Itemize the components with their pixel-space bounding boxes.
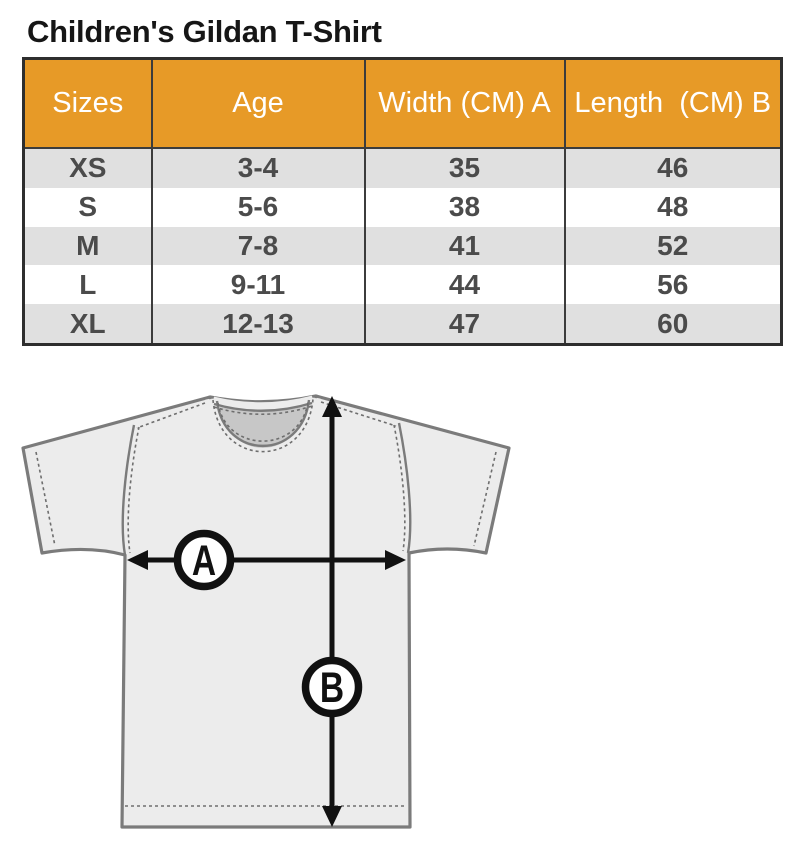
cell-size: XL: [23, 304, 152, 345]
cell-age: 9-11: [150, 265, 365, 305]
collar-back-rib: [211, 395, 315, 412]
cell-width: 47: [363, 304, 565, 345]
collar-front-seam: [215, 399, 311, 447]
cell-age: 12-13: [150, 304, 365, 345]
table-row: S 5-6 38 48: [23, 187, 782, 227]
arrow-right-icon: [385, 550, 406, 570]
cell-size: XS: [23, 148, 152, 188]
cell-width: 38: [363, 187, 565, 227]
cell-age: 3-4: [150, 148, 365, 188]
cell-width: 35: [363, 148, 565, 188]
table-row: M 7-8 41 52: [23, 226, 782, 266]
length-arrow: [322, 396, 342, 827]
column-header-sizes: Sizes: [23, 58, 152, 149]
page-title: Children's Gildan T-Shirt: [27, 14, 382, 49]
cell-length: 60: [563, 304, 782, 345]
collar-stitch-back: [213, 405, 313, 416]
cell-length: 46: [563, 148, 782, 188]
armhole-left: [121, 424, 136, 556]
table-row: XS 3-4 35 46: [23, 148, 782, 188]
table-row: XL 12-13 47 60: [23, 304, 782, 345]
cell-length: 48: [563, 187, 782, 227]
cell-length: 56: [563, 265, 782, 305]
shoulder-seam-left: [136, 402, 206, 429]
length-label: B: [320, 664, 344, 712]
cell-width: 44: [363, 265, 565, 305]
arrow-down-icon: [322, 806, 342, 827]
column-header-width: Width (CM) A: [363, 58, 565, 149]
sleeve-hem-left: [35, 451, 56, 547]
length-label-badge: B: [301, 656, 363, 718]
collar-stitch-outer: [212, 398, 314, 453]
armhole-stitch-left: [127, 426, 140, 554]
width-label-badge: A: [173, 529, 235, 591]
armhole-stitch-right: [393, 424, 406, 552]
sleeve-hem-right: [473, 451, 497, 547]
collar-front-rib: [205, 397, 321, 461]
cell-age: 7-8: [150, 226, 365, 266]
width-label: A: [192, 537, 216, 585]
cell-width: 41: [363, 226, 565, 266]
size-table: Sizes Age Width (CM) A Length (CM) B XS …: [22, 57, 783, 346]
size-table-header-row: Sizes Age Width (CM) A Length (CM) B: [23, 58, 782, 149]
collar-back-seam: [213, 401, 313, 412]
column-header-length: Length (CM) B: [563, 58, 782, 149]
cell-age: 5-6: [150, 187, 365, 227]
armhole-right: [397, 422, 412, 554]
cell-size: L: [23, 265, 152, 305]
tshirt-measurement-diagram: A B: [21, 394, 511, 829]
table-row: L 9-11 44 56: [23, 265, 782, 305]
cell-length: 52: [563, 226, 782, 266]
arrow-up-icon: [322, 396, 342, 417]
cell-size: S: [23, 187, 152, 227]
arrow-left-icon: [127, 550, 148, 570]
column-header-age: Age: [150, 58, 365, 149]
cell-size: M: [23, 226, 152, 266]
